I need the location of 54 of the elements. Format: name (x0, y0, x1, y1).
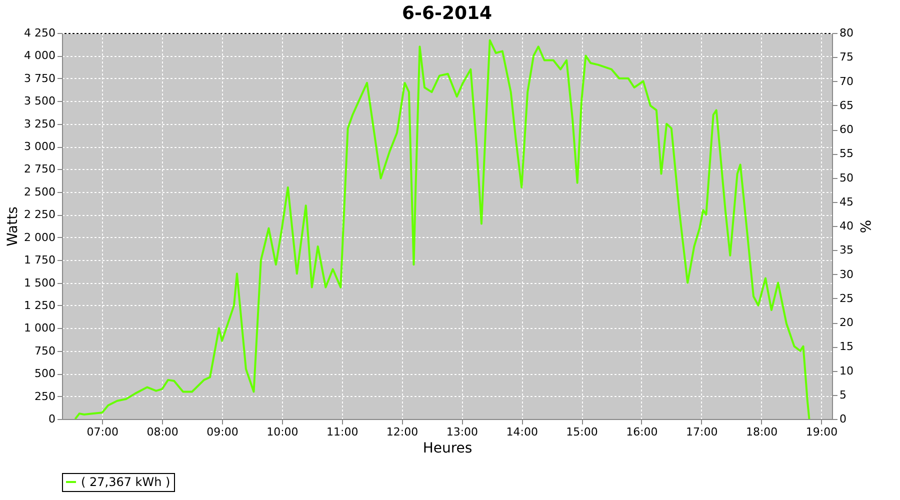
y-tick-label: 3 000 (24, 140, 56, 154)
y2-tick-label: 30 (840, 268, 854, 281)
x-tick-label: 09:00 (206, 426, 238, 438)
y2-tick-label: 65 (840, 98, 854, 112)
y-tick-label: 4 250 (24, 26, 56, 40)
x-tick-label: 17:00 (686, 426, 718, 438)
y2-tick-label: 35 (840, 244, 854, 257)
x-tick-label: 15:00 (566, 426, 598, 438)
y2-tick-label: 10 (840, 364, 854, 378)
y2-tick-label: 80 (840, 26, 854, 40)
y-tick-label: 1 250 (24, 298, 56, 312)
y2-tick-label: 70 (840, 74, 854, 88)
y2-tick-label: 0 (840, 412, 846, 426)
x-tick-label: 13:00 (446, 426, 478, 438)
y-tick-label: 3 500 (24, 94, 56, 108)
y-tick-label: 1 500 (24, 276, 56, 290)
y2-tick-label: 60 (840, 123, 854, 136)
y-tick-label: 2 250 (24, 208, 56, 222)
x-axis-title: Heures (422, 440, 472, 456)
y-tick-label: 3 750 (24, 72, 56, 85)
y2-tick-label: 25 (840, 292, 854, 305)
y-axis-title: Watts (5, 206, 22, 246)
y2-tick-label: 75 (840, 50, 854, 64)
y-tick-label: 0 (48, 412, 56, 426)
x-tick-label: 07:00 (86, 426, 118, 438)
y-tick-label: 2 000 (24, 230, 56, 244)
legend-label: ( 27,367 kWh ) (81, 475, 170, 489)
y-tick-label: 2 750 (24, 162, 56, 176)
y2-axis-title: % (856, 220, 872, 234)
y2-tick-label: 50 (840, 171, 854, 184)
y-tick-label: 4 000 (24, 49, 56, 62)
x-tick-label: 16:00 (626, 426, 658, 438)
y-tick-label: 3 250 (24, 117, 56, 130)
y-tick-label: 1 750 (24, 254, 56, 267)
x-tick-label: 12:00 (386, 426, 418, 438)
x-tick-label: 08:00 (146, 426, 178, 438)
y-tick-label: 250 (34, 390, 56, 403)
y2-tick-label: 15 (840, 340, 854, 354)
x-tick-label: 10:00 (266, 426, 298, 438)
y2-tick-label: 40 (840, 220, 854, 232)
y-tick-label: 1 000 (24, 322, 56, 335)
x-tick-label: 19:00 (806, 426, 838, 438)
y2-tick-label: 5 (840, 388, 846, 402)
y2-tick-label: 55 (840, 147, 854, 160)
y-tick-label: 500 (34, 367, 56, 380)
x-tick-label: 18:00 (746, 426, 778, 438)
y-tick-label: 2 500 (24, 185, 56, 198)
y-tick-label: 750 (34, 344, 56, 358)
line-series (74, 39, 810, 419)
x-tick-label: 11:00 (326, 426, 358, 438)
chart-title: 6-6-2014 (402, 3, 492, 24)
y2-tick-label: 20 (840, 316, 854, 329)
y2-tick-label: 45 (840, 195, 854, 208)
x-tick-label: 14:00 (506, 426, 538, 438)
